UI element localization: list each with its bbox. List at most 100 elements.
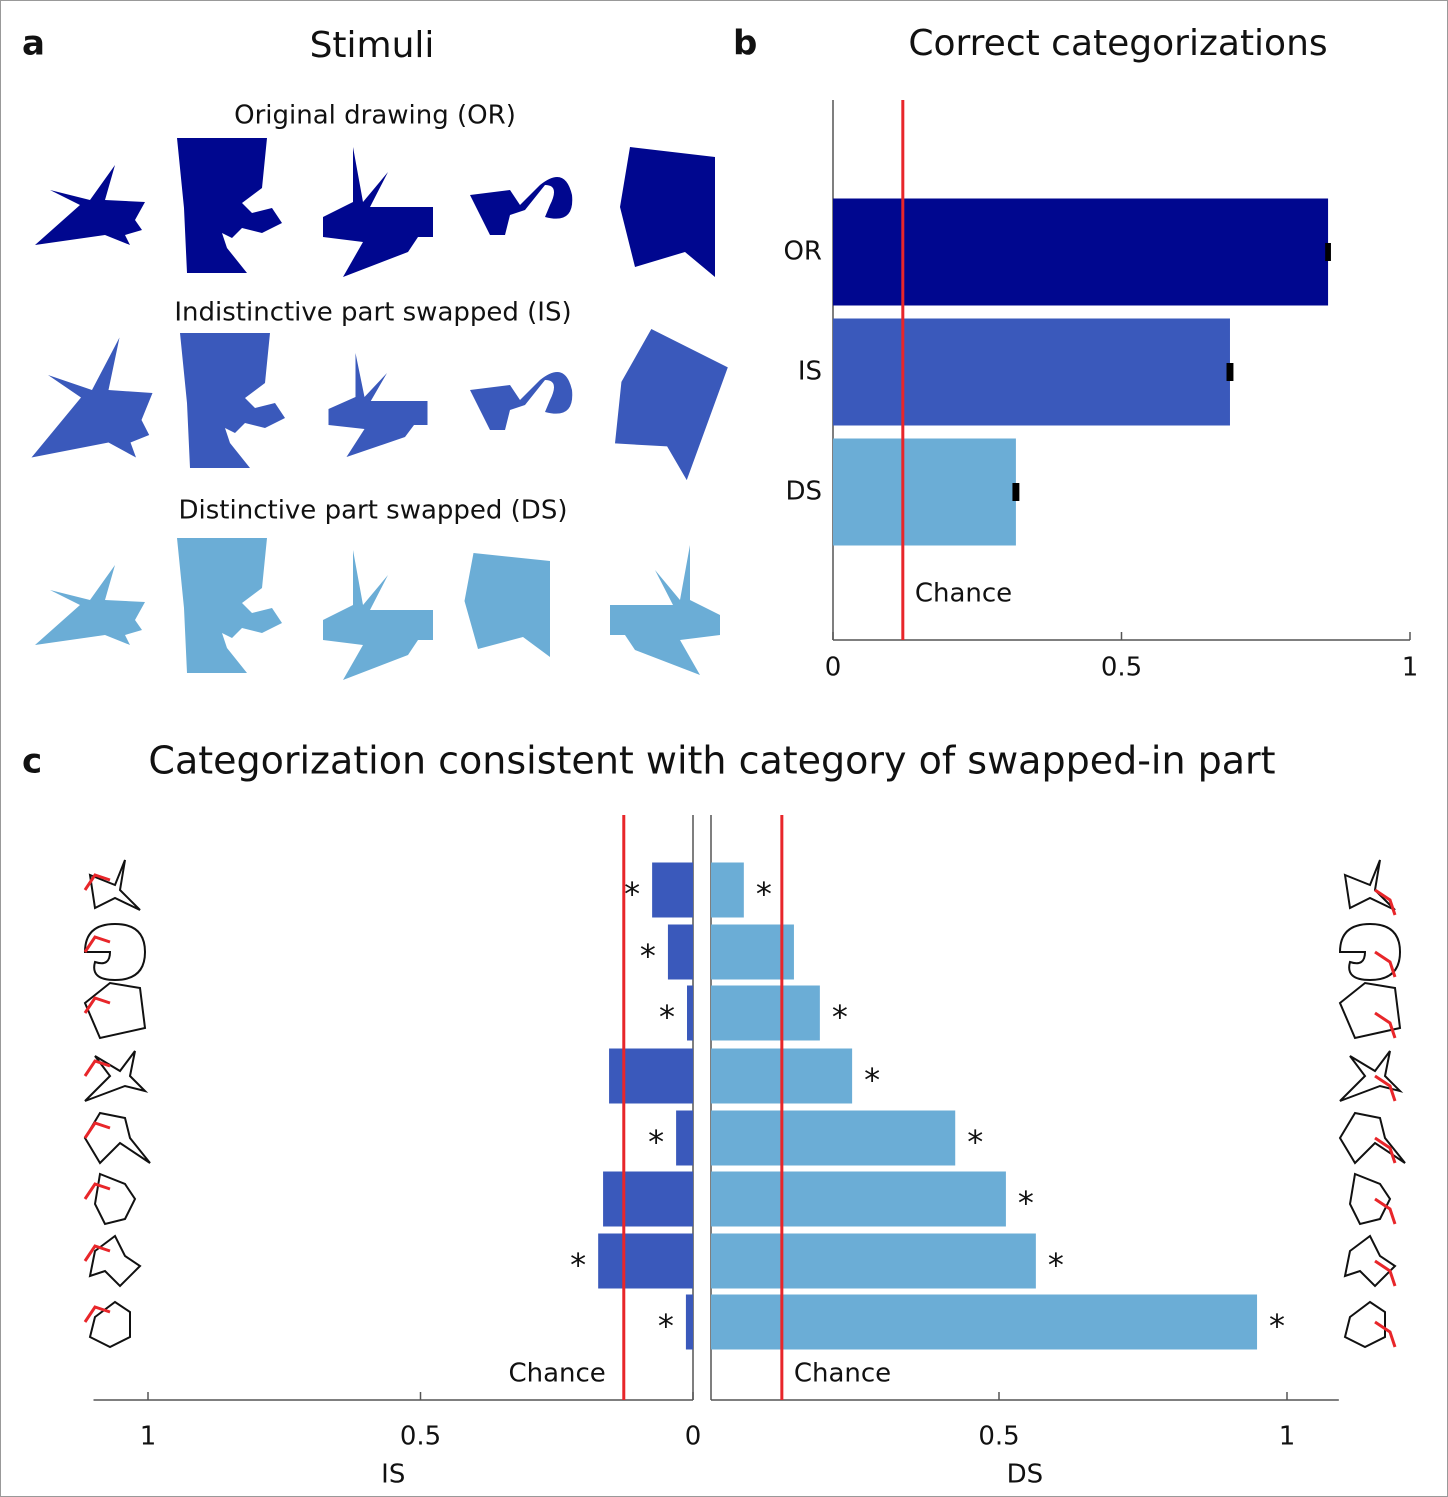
- bar: [685, 1294, 693, 1350]
- panel-title: Categorization consistent with category …: [148, 739, 1275, 783]
- stimulus: [610, 545, 720, 675]
- stimulus: [177, 138, 282, 273]
- stimulus: [177, 538, 282, 673]
- stimulus: [470, 372, 573, 430]
- bar: [833, 318, 1230, 426]
- icon-outline: [1348, 1172, 1392, 1226]
- error-bar: [1226, 363, 1234, 381]
- x-tick-label: 0.5: [1101, 653, 1142, 683]
- significance-marker: *: [967, 1123, 983, 1161]
- row-icon: [1338, 922, 1402, 982]
- x-tick-label: 0.5: [978, 1422, 1019, 1452]
- row-icon: [83, 922, 147, 982]
- bar: [687, 985, 693, 1041]
- x-axis-label: IS: [381, 1460, 405, 1490]
- icon-part: [1374, 1320, 1397, 1348]
- icon-part: [83, 1305, 111, 1323]
- icon-part: [1374, 1136, 1397, 1164]
- x-tick-label: 1: [1279, 1422, 1296, 1452]
- icon-outline: [84, 1050, 149, 1102]
- significance-marker: *: [648, 1123, 664, 1161]
- row-icon: [1343, 1234, 1397, 1288]
- row-icon: [1338, 1111, 1406, 1165]
- icon-part: [1374, 1259, 1397, 1287]
- chance-label: Chance: [915, 579, 1012, 609]
- icon-outline: [83, 922, 147, 982]
- row-icon: [83, 981, 147, 1040]
- bar: [833, 438, 1016, 546]
- x-tick-label: 0.5: [400, 1422, 441, 1452]
- bar: [711, 1110, 956, 1166]
- row-icon: [83, 1111, 151, 1165]
- stimulus: [35, 565, 145, 645]
- row-icon: [83, 1172, 137, 1226]
- icon-outline: [93, 1172, 137, 1226]
- row-icon: [1348, 1172, 1397, 1226]
- panel-title: Stimuli: [310, 25, 435, 66]
- icon-part: [1374, 950, 1397, 978]
- stimuli-row: [35, 138, 715, 277]
- y-tick-label: DS: [785, 477, 822, 507]
- row-icon: [83, 1050, 149, 1102]
- stimulus: [323, 550, 433, 680]
- x-tick-label: 1: [1402, 653, 1419, 683]
- stimulus: [464, 553, 550, 657]
- bar: [833, 198, 1329, 306]
- panel-label: b: [733, 24, 757, 64]
- row-icon: [1343, 1300, 1397, 1349]
- row-label: Indistinctive part swapped (IS): [174, 298, 571, 328]
- bar: [711, 1294, 1258, 1350]
- icon-part: [83, 873, 111, 891]
- bar: [609, 1048, 693, 1104]
- significance-marker: *: [659, 998, 675, 1036]
- icon-outline: [83, 981, 147, 1040]
- row-icon: [83, 1300, 131, 1349]
- bar: [603, 1171, 693, 1227]
- row-label: Original drawing (OR): [234, 101, 516, 131]
- icon-part: [1374, 1011, 1397, 1039]
- significance-marker: *: [640, 937, 656, 975]
- panel-label: c: [22, 742, 42, 782]
- stimulus: [180, 333, 285, 468]
- icon-outline: [1343, 1234, 1397, 1288]
- bar: [598, 1233, 693, 1289]
- stimuli-row: [35, 538, 720, 680]
- x-axis-label: DS: [1007, 1460, 1044, 1490]
- icon-part: [83, 935, 111, 953]
- icon-outline: [1339, 1050, 1404, 1102]
- x-tick-label: 0: [825, 653, 842, 683]
- row-label: Distinctive part swapped (DS): [179, 496, 568, 526]
- icon-part: [83, 996, 111, 1014]
- icon-part: [83, 1182, 111, 1200]
- icon-outline: [83, 1111, 151, 1165]
- icon-outline: [1343, 859, 1396, 911]
- bar: [711, 1233, 1036, 1289]
- row-icon: [1343, 859, 1397, 916]
- error-bar: [1012, 483, 1020, 501]
- bar: [711, 985, 820, 1041]
- significance-marker: *: [624, 875, 640, 913]
- icon-outline: [1338, 981, 1402, 1040]
- chance-label: Chance: [794, 1359, 891, 1389]
- icon-outline: [1338, 1111, 1406, 1165]
- stimulus: [597, 325, 732, 481]
- stimulus: [620, 147, 715, 277]
- bar: [711, 924, 794, 980]
- significance-marker: *: [1269, 1307, 1285, 1345]
- x-tick-label: 1: [140, 1422, 157, 1452]
- row-icon: [83, 1234, 142, 1288]
- x-tick-label: 0: [685, 1422, 702, 1452]
- chance-label: Chance: [508, 1359, 605, 1389]
- stimulus: [470, 177, 573, 235]
- bar: [676, 1110, 693, 1166]
- significance-marker: *: [864, 1061, 880, 1099]
- icon-part: [83, 1059, 111, 1077]
- icon-outline: [88, 1300, 131, 1349]
- icon-part: [1374, 1197, 1397, 1225]
- stimulus: [31, 337, 153, 458]
- bar: [652, 862, 693, 918]
- icon-part: [83, 1244, 111, 1262]
- icon-outline: [88, 1234, 142, 1288]
- row-icon: [1338, 981, 1402, 1040]
